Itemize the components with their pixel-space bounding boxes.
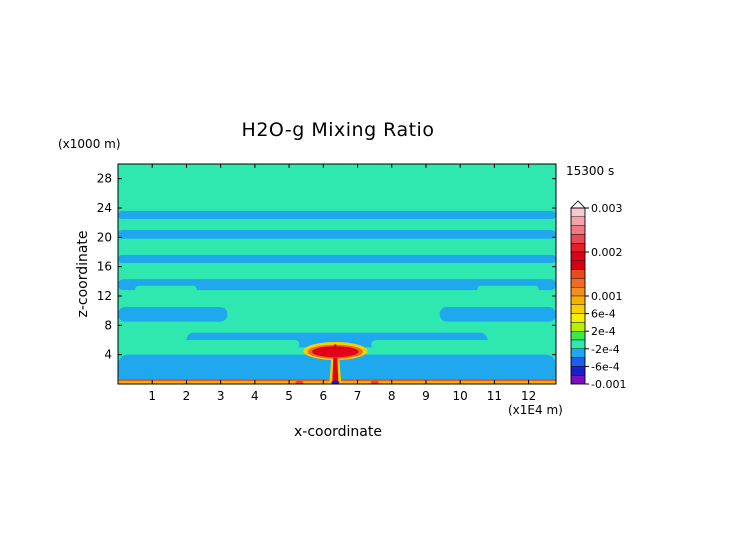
- x-tick-label: 9: [422, 389, 430, 403]
- colorbar-band: [570, 278, 586, 288]
- y-axis-label: z-coordinate: [75, 230, 91, 317]
- field-region-band: [439, 307, 556, 322]
- time-label: 15300 s: [566, 164, 614, 178]
- field-region-band: [118, 230, 556, 239]
- colorbar-band: [570, 234, 586, 244]
- colorbar-label: 0.002: [591, 246, 623, 259]
- field-region-background: [152, 340, 300, 349]
- colorbar-label: 6e-4: [591, 308, 616, 321]
- x-tick-label: 12: [521, 389, 536, 403]
- field-region-background: [289, 263, 385, 270]
- field-region-background: [419, 244, 509, 251]
- field-region-background: [248, 304, 413, 324]
- colorbar-band: [570, 313, 586, 323]
- colorbar-band: [570, 339, 586, 350]
- colorbar-band: [570, 260, 586, 270]
- field-region-band: [118, 254, 556, 263]
- colorbar-band: [570, 322, 586, 332]
- x-tick-label: 1: [148, 389, 156, 403]
- plume-stem-core: [332, 357, 339, 381]
- x-tick-label: 2: [183, 389, 191, 403]
- x-tick-label: 3: [217, 389, 225, 403]
- plume-tip: [333, 344, 338, 354]
- colorbar-label: -0.001: [591, 378, 626, 391]
- surface-spot: [295, 380, 304, 384]
- colorbar: 0.003 0.002 0.001 6e-4 2e-4 -2e-4 -6e-4 -0.001: [570, 200, 626, 391]
- field-region-background: [371, 340, 529, 349]
- colorbar-band: [570, 366, 586, 376]
- field-region-band: [118, 210, 556, 219]
- y-unit-label: (x1000 m): [58, 137, 121, 151]
- y-tick-label: 12: [97, 289, 112, 303]
- x-tick-label: 4: [251, 389, 259, 403]
- colorbar-band: [570, 207, 586, 218]
- colorbar-label: -6e-4: [591, 360, 620, 373]
- x-tick-label: 6: [319, 389, 327, 403]
- plot-area: [118, 164, 556, 384]
- y-tick-label: 20: [97, 230, 112, 244]
- colorbar-band: [570, 331, 586, 341]
- colorbar-band: [570, 269, 586, 279]
- surface-spot: [370, 380, 379, 384]
- colorbar-label: -2e-4: [591, 343, 620, 356]
- colorbar-label: 2e-4: [591, 325, 616, 338]
- y-axis: 4 8 12 16 20 24 28: [97, 172, 556, 362]
- colorbar-band: [570, 225, 586, 235]
- colorbar-label: 0.003: [591, 202, 623, 215]
- x-unit-label: (x1E4 m): [508, 403, 563, 417]
- y-tick-label: 4: [104, 348, 112, 362]
- x-axis-label: x-coordinate: [294, 424, 382, 440]
- colorbar-band: [570, 304, 586, 314]
- plume-base: [331, 380, 340, 384]
- x-axis: 1 2 3 4 5 6 7 8 9 10 11 12: [148, 164, 536, 403]
- colorbar-band: [570, 216, 586, 226]
- colorbar-band: [570, 348, 586, 358]
- y-tick-label: 28: [97, 172, 112, 186]
- y-tick-label: 24: [97, 201, 112, 215]
- y-tick-label: 16: [97, 260, 112, 274]
- field-region-background: [165, 244, 255, 251]
- colorbar-band: [570, 287, 586, 297]
- colorbar-band: [570, 357, 586, 367]
- field-region-background: [316, 177, 351, 184]
- x-tick-label: 7: [354, 389, 362, 403]
- x-tick-label: 11: [487, 389, 502, 403]
- colorbar-band: [570, 242, 586, 253]
- colorbar-label: 0.001: [591, 290, 623, 303]
- colorbar-band: [570, 295, 586, 306]
- field-region-background: [477, 285, 539, 294]
- colorbar-band: [570, 375, 586, 385]
- x-tick-label: 10: [453, 389, 468, 403]
- x-tick-label: 8: [388, 389, 396, 403]
- chart-title: H2O-g Mixing Ratio: [242, 119, 435, 141]
- x-tick-label: 5: [285, 389, 293, 403]
- colorbar-band: [570, 251, 586, 262]
- field-region-band: [118, 307, 228, 322]
- colorbar-arrow: [570, 200, 586, 209]
- field-region-band: [118, 279, 556, 291]
- y-tick-label: 8: [104, 318, 112, 332]
- plot-frame: [117, 163, 557, 385]
- field-region-background: [135, 285, 197, 294]
